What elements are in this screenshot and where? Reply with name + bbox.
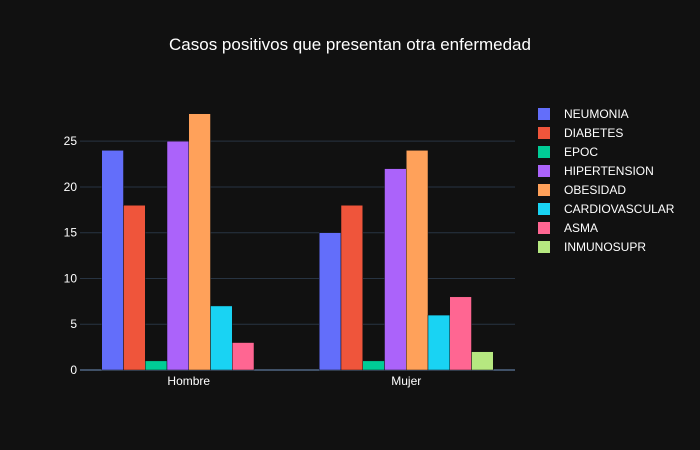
bar-cardiovascular-mujer[interactable]	[427, 314, 450, 371]
legend-swatch	[538, 203, 550, 215]
y-tick-label: 20	[64, 180, 78, 194]
legend-label: ASMA	[564, 221, 598, 235]
legend-swatch	[538, 241, 550, 253]
bar-inmunosupr-mujer[interactable]	[471, 351, 494, 371]
y-axis: 0 5 10 15 20 25	[64, 134, 78, 377]
bar-diabetes-hombre[interactable]	[123, 205, 146, 371]
chart-title: Casos positivos que presentan otra enfer…	[169, 35, 531, 54]
legend-item-epoc[interactable]: EPOC	[538, 145, 598, 159]
bars	[101, 113, 494, 371]
x-axis: Hombre Mujer	[167, 374, 421, 388]
legend-swatch	[538, 222, 550, 234]
y-tick-label: 0	[70, 363, 77, 377]
legend-label: OBESIDAD	[564, 183, 626, 197]
legend-item-hipertension[interactable]: HIPERTENSION	[538, 164, 654, 178]
legend-label: EPOC	[564, 145, 598, 159]
y-tick-label: 25	[64, 134, 78, 148]
bar-asma-hombre[interactable]	[232, 342, 255, 371]
legend-item-asma[interactable]: ASMA	[538, 221, 598, 235]
legend-label: CARDIOVASCULAR	[564, 202, 675, 216]
x-tick-label: Hombre	[167, 374, 210, 388]
y-tick-label: 10	[64, 271, 78, 285]
bar-cardiovascular-hombre[interactable]	[210, 305, 233, 371]
legend-label: HIPERTENSION	[564, 164, 654, 178]
legend-swatch	[538, 127, 550, 139]
legend-item-diabetes[interactable]: DIABETES	[538, 126, 623, 140]
bar-asma-mujer[interactable]	[449, 296, 472, 371]
bar-hipertension-hombre[interactable]	[166, 140, 189, 371]
bar-hipertension-mujer[interactable]	[384, 168, 407, 371]
legend-swatch	[538, 146, 550, 158]
legend-item-neumonia[interactable]: NEUMONIA	[538, 107, 629, 121]
y-tick-label: 15	[64, 226, 78, 240]
legend-item-obesidad[interactable]: OBESIDAD	[538, 183, 626, 197]
legend[interactable]: NEUMONIA DIABETES EPOC HIPERTENSION OBESIDAD…	[538, 107, 675, 254]
legend-item-inmunosupr[interactable]: INMUNOSUPR	[538, 240, 646, 254]
x-tick-label: Mujer	[391, 374, 421, 388]
legend-swatch	[538, 184, 550, 196]
legend-label: DIABETES	[564, 126, 623, 140]
bar-epoc-mujer[interactable]	[362, 360, 385, 371]
legend-label: NEUMONIA	[564, 107, 629, 121]
legend-swatch	[538, 108, 550, 120]
legend-swatch	[538, 165, 550, 177]
legend-label: INMUNOSUPR	[564, 240, 646, 254]
bar-obesidad-hombre[interactable]	[188, 113, 211, 371]
bar-epoc-hombre[interactable]	[145, 360, 168, 371]
bar-neumonia-hombre[interactable]	[101, 150, 124, 371]
bar-neumonia-mujer[interactable]	[319, 232, 342, 371]
legend-item-cardiovascular[interactable]: CARDIOVASCULAR	[538, 202, 675, 216]
bar-obesidad-mujer[interactable]	[406, 150, 429, 371]
bar-diabetes-mujer[interactable]	[340, 205, 363, 371]
y-tick-label: 5	[70, 317, 77, 331]
